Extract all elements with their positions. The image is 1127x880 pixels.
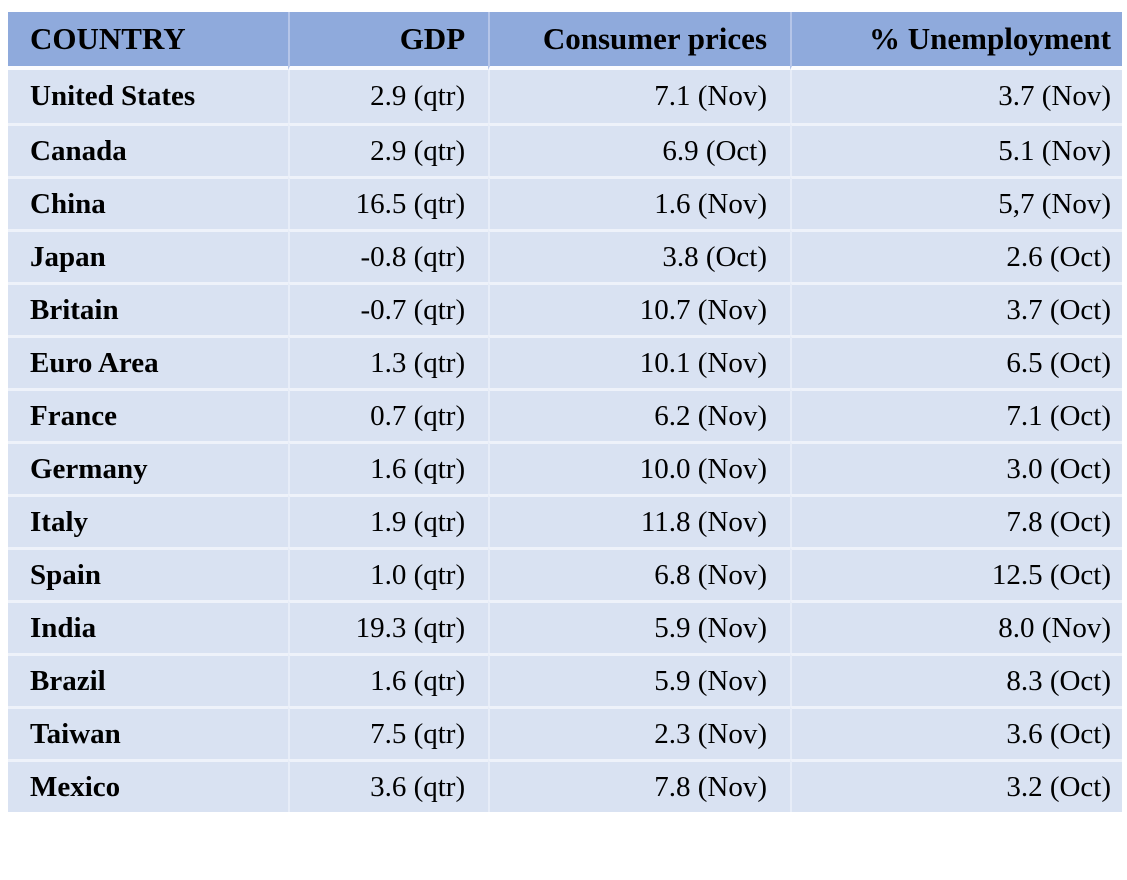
unemployment-cell: 8.3 (Oct) bbox=[790, 653, 1122, 706]
country-cell: Taiwan bbox=[8, 706, 288, 759]
gdp-cell: 1.0 (qtr) bbox=[287, 547, 489, 600]
unemployment-cell: 7.1 (Oct) bbox=[790, 388, 1122, 441]
country-cell: Spain bbox=[8, 547, 288, 600]
table-row: Mexico 3.6 (qtr) 7.8 (Nov) 3.2 (Oct) bbox=[8, 759, 1122, 812]
unemployment-cell: 3.6 (Oct) bbox=[790, 706, 1122, 759]
header-country: COUNTRY bbox=[8, 12, 288, 70]
country-cell: Germany bbox=[8, 441, 288, 494]
country-cell: Britain bbox=[8, 282, 288, 335]
unemployment-cell: 3.0 (Oct) bbox=[790, 441, 1122, 494]
gdp-cell: 1.6 (qtr) bbox=[287, 441, 489, 494]
unemployment-cell: 5,7 (Nov) bbox=[790, 176, 1122, 229]
unemployment-cell: 8.0 (Nov) bbox=[790, 600, 1122, 653]
consumer-prices-cell: 6.2 (Nov) bbox=[488, 388, 791, 441]
consumer-prices-cell: 2.3 (Nov) bbox=[488, 706, 791, 759]
table-row: Canada 2.9 (qtr) 6.9 (Oct) 5.1 (Nov) bbox=[8, 123, 1122, 176]
table-row: Brazil 1.6 (qtr) 5.9 (Nov) 8.3 (Oct) bbox=[8, 653, 1122, 706]
country-cell: United States bbox=[8, 70, 288, 123]
header-consumer-prices: Consumer prices bbox=[488, 12, 791, 70]
unemployment-cell: 3.7 (Nov) bbox=[790, 70, 1122, 123]
gdp-cell: 19.3 (qtr) bbox=[287, 600, 489, 653]
header-gdp: GDP bbox=[287, 12, 489, 70]
gdp-cell: 3.6 (qtr) bbox=[287, 759, 489, 812]
consumer-prices-cell: 5.9 (Nov) bbox=[488, 600, 791, 653]
unemployment-cell: 12.5 (Oct) bbox=[790, 547, 1122, 600]
gdp-cell: -0.8 (qtr) bbox=[287, 229, 489, 282]
country-cell: Italy bbox=[8, 494, 288, 547]
consumer-prices-cell: 7.8 (Nov) bbox=[488, 759, 791, 812]
unemployment-cell: 5.1 (Nov) bbox=[790, 123, 1122, 176]
table-row: Spain 1.0 (qtr) 6.8 (Nov) 12.5 (Oct) bbox=[8, 547, 1122, 600]
header-row: COUNTRY GDP Consumer prices % Unemployme… bbox=[8, 12, 1122, 70]
table-row: Italy 1.9 (qtr) 11.8 (Nov) 7.8 (Oct) bbox=[8, 494, 1122, 547]
consumer-prices-cell: 11.8 (Nov) bbox=[488, 494, 791, 547]
gdp-cell: 2.9 (qtr) bbox=[287, 123, 489, 176]
table-row: Taiwan 7.5 (qtr) 2.3 (Nov) 3.6 (Oct) bbox=[8, 706, 1122, 759]
country-cell: Japan bbox=[8, 229, 288, 282]
table-row: United States 2.9 (qtr) 7.1 (Nov) 3.7 (Nov) bbox=[8, 70, 1122, 123]
table-row: China 16.5 (qtr) 1.6 (Nov) 5,7 (Nov) bbox=[8, 176, 1122, 229]
country-cell: China bbox=[8, 176, 288, 229]
gdp-cell: 2.9 (qtr) bbox=[287, 70, 489, 123]
country-cell: Canada bbox=[8, 123, 288, 176]
country-cell: Brazil bbox=[8, 653, 288, 706]
gdp-cell: 7.5 (qtr) bbox=[287, 706, 489, 759]
unemployment-cell: 3.7 (Oct) bbox=[790, 282, 1122, 335]
table-row: Britain -0.7 (qtr) 10.7 (Nov) 3.7 (Oct) bbox=[8, 282, 1122, 335]
table-row: Japan -0.8 (qtr) 3.8 (Oct) 2.6 (Oct) bbox=[8, 229, 1122, 282]
gdp-cell: 0.7 (qtr) bbox=[287, 388, 489, 441]
country-cell: Mexico bbox=[8, 759, 288, 812]
header-unemployment: % Unemployment bbox=[790, 12, 1122, 70]
gdp-cell: 16.5 (qtr) bbox=[287, 176, 489, 229]
consumer-prices-cell: 10.0 (Nov) bbox=[488, 441, 791, 494]
economic-indicators-table: COUNTRY GDP Consumer prices % Unemployme… bbox=[8, 12, 1122, 812]
consumer-prices-cell: 6.8 (Nov) bbox=[488, 547, 791, 600]
consumer-prices-cell: 7.1 (Nov) bbox=[488, 70, 791, 123]
consumer-prices-cell: 6.9 (Oct) bbox=[488, 123, 791, 176]
consumer-prices-cell: 1.6 (Nov) bbox=[488, 176, 791, 229]
unemployment-cell: 6.5 (Oct) bbox=[790, 335, 1122, 388]
consumer-prices-cell: 10.7 (Nov) bbox=[488, 282, 791, 335]
table-row: France 0.7 (qtr) 6.2 (Nov) 7.1 (Oct) bbox=[8, 388, 1122, 441]
table-body: United States 2.9 (qtr) 7.1 (Nov) 3.7 (Nov)… bbox=[8, 70, 1122, 812]
country-cell: Euro Area bbox=[8, 335, 288, 388]
unemployment-cell: 2.6 (Oct) bbox=[790, 229, 1122, 282]
unemployment-cell: 7.8 (Oct) bbox=[790, 494, 1122, 547]
consumer-prices-cell: 10.1 (Nov) bbox=[488, 335, 791, 388]
gdp-cell: 1.3 (qtr) bbox=[287, 335, 489, 388]
country-cell: France bbox=[8, 388, 288, 441]
consumer-prices-cell: 3.8 (Oct) bbox=[488, 229, 791, 282]
country-cell: India bbox=[8, 600, 288, 653]
table-row: India 19.3 (qtr) 5.9 (Nov) 8.0 (Nov) bbox=[8, 600, 1122, 653]
consumer-prices-cell: 5.9 (Nov) bbox=[488, 653, 791, 706]
gdp-cell: -0.7 (qtr) bbox=[287, 282, 489, 335]
unemployment-cell: 3.2 (Oct) bbox=[790, 759, 1122, 812]
table-row: Germany 1.6 (qtr) 10.0 (Nov) 3.0 (Oct) bbox=[8, 441, 1122, 494]
gdp-cell: 1.9 (qtr) bbox=[287, 494, 489, 547]
gdp-cell: 1.6 (qtr) bbox=[287, 653, 489, 706]
table-row: Euro Area 1.3 (qtr) 10.1 (Nov) 6.5 (Oct) bbox=[8, 335, 1122, 388]
